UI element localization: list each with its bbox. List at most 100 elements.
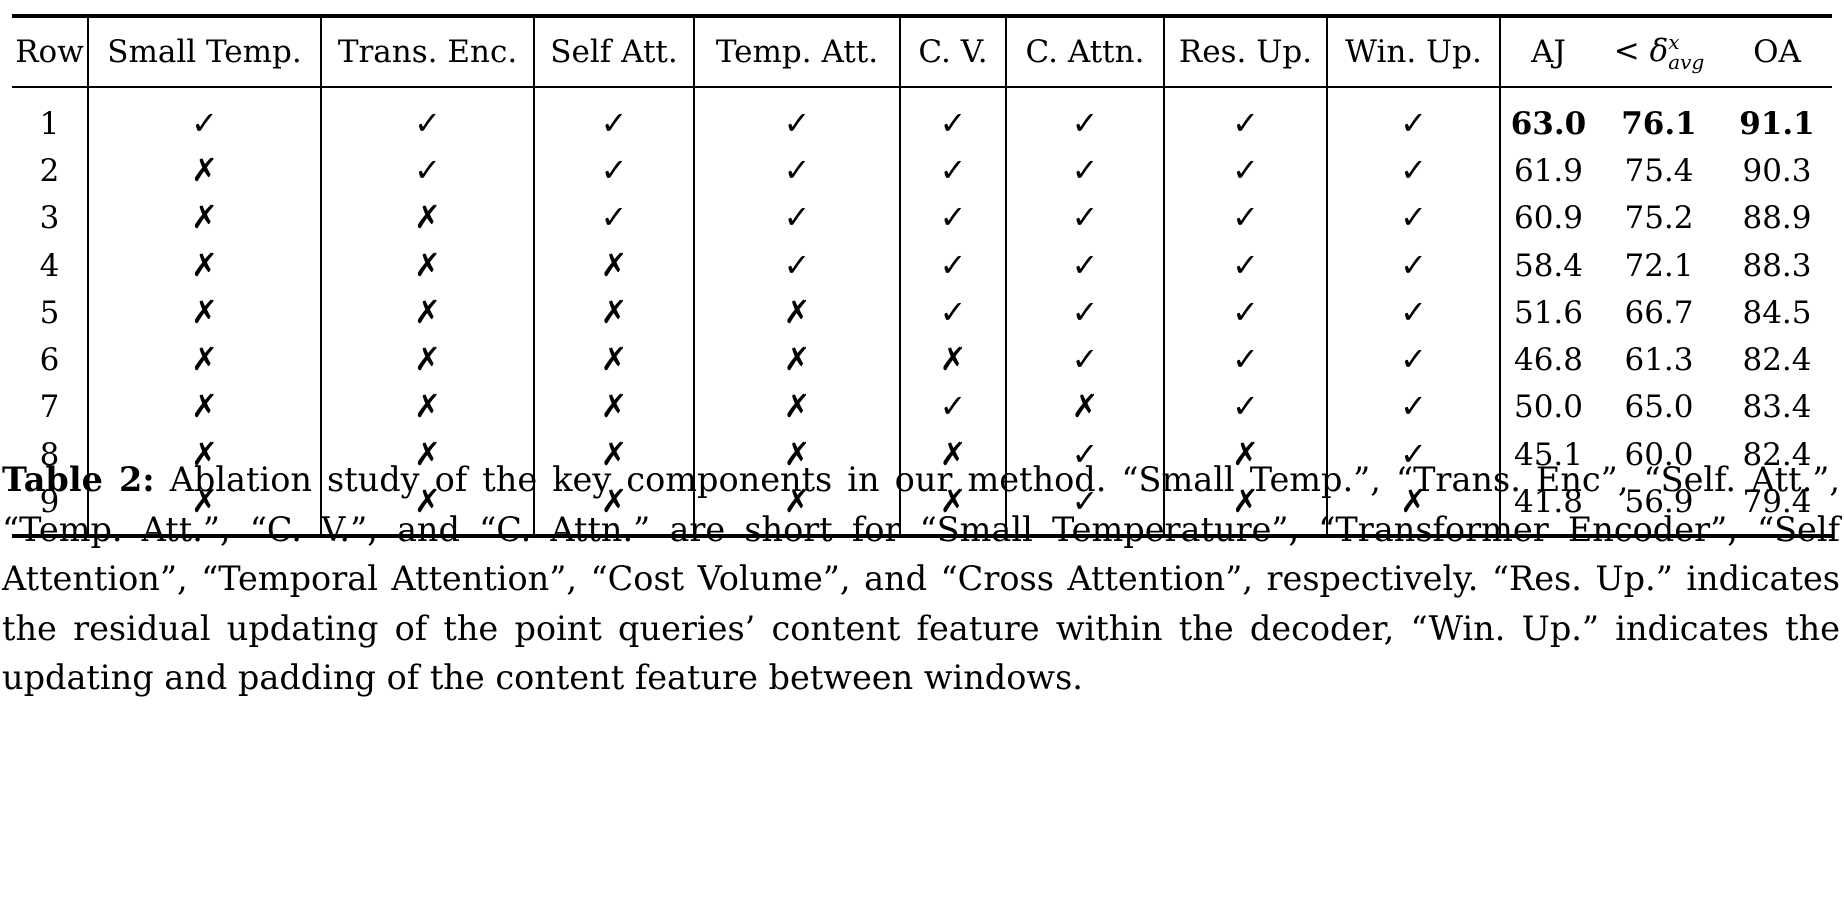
cross-icon: ✗ (191, 245, 218, 284)
cross-icon: ✗ (1071, 387, 1099, 426)
metric-aj: 60.9 (1499, 194, 1596, 242)
header-delta-symbol: δ (1649, 32, 1669, 69)
cell-res-up: ✓ (1163, 289, 1327, 337)
header-trans-enc: Trans. Enc. (320, 16, 534, 87)
cell-temp-att: ✗ (693, 431, 900, 479)
cell-trans-enc: ✗ (320, 241, 534, 290)
cell-c-attn: ✓ (1005, 87, 1164, 148)
cell-self-att: ✗ (533, 383, 694, 432)
cross-icon: ✗ (414, 387, 441, 426)
check-icon: ✓ (1232, 245, 1259, 284)
metric-delta: 60.0 (1624, 436, 1694, 473)
cell-temp-att: ✗ (693, 336, 900, 384)
header-aj: AJ (1499, 16, 1596, 87)
cell-win-up: ✓ (1326, 194, 1500, 242)
cell-self-att: ✗ (533, 241, 694, 290)
cell-small-temp: ✗ (87, 147, 321, 195)
cell-temp-att: ✗ (693, 478, 900, 536)
check-icon: ✓ (1071, 198, 1099, 237)
metric-aj: 46.8 (1499, 336, 1596, 384)
header-self-att: Self Att. (533, 16, 694, 87)
header-win-up: Win. Up. (1326, 16, 1500, 87)
row-number: 3 (39, 200, 60, 237)
table-caption: Table 2: Ablation study of the key compo… (2, 455, 1840, 703)
check-icon: ✓ (600, 198, 628, 237)
ablation-table-container: Row Small Temp. Trans. Enc. Self Att. Te… (12, 14, 1832, 538)
cross-icon: ✗ (191, 482, 218, 521)
table-row: 8 ✗ ✗ ✗ ✗ ✗ ✓ ✗ ✓ 45.1 60.0 82.4 (12, 431, 1832, 479)
metric-oa: 79.4 (1742, 484, 1812, 521)
cross-icon: ✗ (939, 482, 967, 521)
cell-self-att: ✓ (533, 194, 694, 242)
row-number: 2 (39, 152, 60, 189)
cell-temp-att: ✗ (693, 289, 900, 337)
cell-small-temp: ✗ (87, 194, 321, 242)
cross-icon: ✗ (414, 340, 441, 379)
metric-delta: 61.3 (1624, 342, 1694, 379)
cell-win-up: ✓ (1326, 431, 1500, 479)
check-icon: ✓ (939, 103, 967, 142)
header-small-temp: Small Temp. (87, 16, 321, 87)
check-icon: ✓ (783, 198, 811, 237)
check-icon: ✓ (783, 103, 811, 142)
metric-oa: 83.4 (1742, 389, 1812, 426)
cell-win-up: ✓ (1326, 147, 1500, 195)
check-icon: ✓ (1400, 150, 1427, 189)
check-icon: ✓ (1400, 387, 1427, 426)
cell-win-up: ✓ (1326, 241, 1500, 290)
cross-icon: ✗ (600, 434, 628, 473)
check-icon: ✓ (1232, 340, 1259, 379)
cross-icon: ✗ (191, 434, 218, 473)
metric-delta: 75.4 (1624, 152, 1694, 189)
cell-trans-enc: ✓ (320, 87, 534, 148)
cross-icon: ✗ (191, 387, 218, 426)
cell-c-attn: ✓ (1005, 336, 1164, 384)
header-delta-avg: < δ x avg (1596, 16, 1722, 87)
check-icon: ✓ (414, 103, 441, 142)
cell-cv: ✓ (899, 87, 1006, 148)
cross-icon: ✗ (191, 292, 218, 331)
header-temp-att: Temp. Att. (693, 16, 900, 87)
header-cv: C. V. (899, 16, 1006, 87)
cell-trans-enc: ✗ (320, 478, 534, 536)
check-icon: ✓ (1400, 434, 1427, 473)
cell-small-temp: ✗ (87, 289, 321, 337)
row-number: 7 (39, 389, 60, 426)
row-number: 6 (39, 342, 60, 379)
row-number: 5 (39, 294, 60, 331)
cell-trans-enc: ✗ (320, 431, 534, 479)
cell-trans-enc: ✗ (320, 383, 534, 432)
cross-icon: ✗ (783, 434, 811, 473)
check-icon: ✓ (939, 245, 967, 284)
cross-icon: ✗ (600, 292, 628, 331)
cell-self-att: ✗ (533, 431, 694, 479)
table-header-row: Row Small Temp. Trans. Enc. Self Att. Te… (12, 16, 1832, 87)
check-icon: ✓ (939, 292, 967, 331)
cell-c-attn: ✓ (1005, 241, 1164, 290)
cell-res-up: ✗ (1163, 431, 1327, 479)
cell-cv: ✗ (899, 431, 1006, 479)
cross-icon: ✗ (600, 482, 628, 521)
table-row: 3 ✗ ✗ ✓ ✓ ✓ ✓ ✓ ✓ 60.9 75.2 88.9 (12, 194, 1832, 242)
cell-c-attn: ✓ (1005, 194, 1164, 242)
cell-trans-enc: ✗ (320, 336, 534, 384)
cell-small-temp: ✗ (87, 241, 321, 290)
check-icon: ✓ (1232, 387, 1259, 426)
cell-win-up: ✓ (1326, 87, 1500, 148)
check-icon: ✓ (1232, 150, 1259, 189)
cell-self-att: ✓ (533, 147, 694, 195)
table-body: 1 ✓ ✓ ✓ ✓ ✓ ✓ ✓ ✓ 63.0 76.1 91.1 2 ✗ ✓ ✓ ✓ ✓ ✓ ✓ ✓ 61.9 75.4 90… (12, 87, 1832, 536)
cell-win-up: ✓ (1326, 336, 1500, 384)
check-icon: ✓ (1071, 292, 1099, 331)
metric-aj: 58.4 (1499, 241, 1596, 290)
metric-aj: 63.0 (1499, 87, 1596, 148)
cell-temp-att: ✓ (693, 194, 900, 242)
cross-icon: ✗ (939, 434, 967, 473)
cell-cv: ✗ (899, 478, 1006, 536)
check-icon: ✓ (1071, 103, 1099, 142)
table-row: 2 ✗ ✓ ✓ ✓ ✓ ✓ ✓ ✓ 61.9 75.4 90.3 (12, 147, 1832, 195)
check-icon: ✓ (939, 150, 967, 189)
cross-icon: ✗ (600, 245, 628, 284)
check-icon: ✓ (1400, 340, 1427, 379)
metric-oa: 82.4 (1742, 342, 1812, 379)
